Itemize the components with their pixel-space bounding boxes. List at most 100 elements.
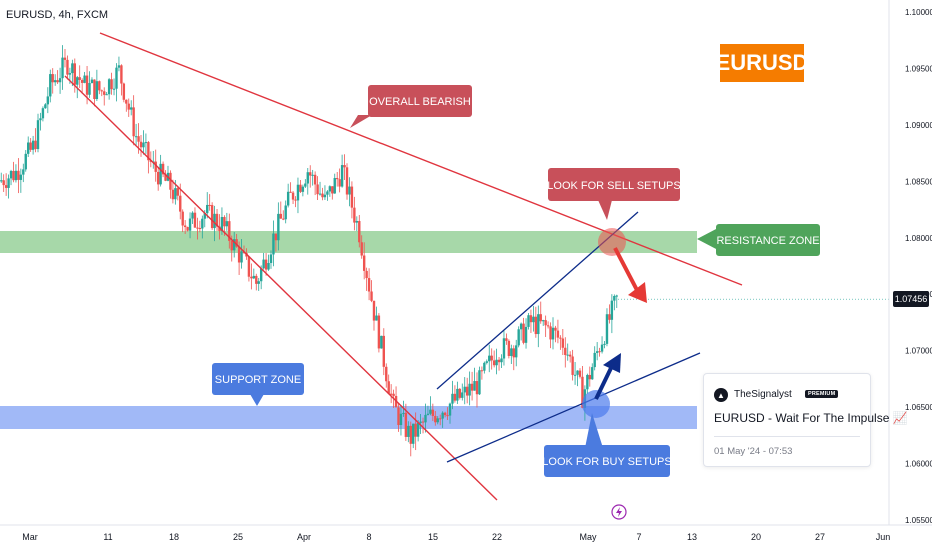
card-headline[interactable]: EURUSD - Wait For The Impulse 📈 [714, 411, 908, 425]
candle-body [532, 316, 535, 323]
candle-body [41, 108, 45, 119]
candle-body [103, 91, 106, 95]
candle-body [377, 315, 381, 349]
callout-buy-setups[interactable]: LOOK FOR BUY SETUPS [542, 413, 672, 477]
candle-body [573, 374, 577, 376]
candle-body [210, 205, 214, 229]
candle-body [475, 381, 479, 395]
candle-body [71, 63, 74, 74]
candle-body [95, 81, 99, 99]
callout-overall-bearish[interactable]: OVERALL BEARISH [350, 85, 472, 128]
candle-body [171, 189, 175, 200]
time-tick-label: 13 [687, 532, 697, 542]
candle-body [554, 327, 557, 331]
candle-body [561, 338, 565, 348]
candle-body [512, 348, 515, 358]
candle-body [269, 254, 273, 264]
candle-body [470, 383, 474, 391]
candle-body [286, 191, 290, 206]
earnings-event-icon[interactable] [611, 504, 627, 520]
candle-body [176, 188, 179, 196]
sell-arrow-shaft [613, 247, 640, 293]
candle-body [431, 409, 435, 416]
candle-body [159, 163, 162, 185]
candle-body [220, 217, 224, 232]
candle-body [49, 74, 52, 97]
time-tick-label: May [579, 532, 597, 542]
candle-body [328, 186, 332, 192]
candle-body [375, 315, 378, 321]
candle-body [257, 281, 260, 284]
candle-body [392, 393, 395, 396]
candle-body [593, 352, 596, 368]
card-author[interactable]: TheSignalyst [734, 389, 792, 400]
candle-body [112, 88, 116, 90]
sell-arrow-head [628, 282, 647, 303]
candle-body [120, 65, 123, 84]
candle-body [161, 163, 165, 175]
candle-body [407, 425, 410, 437]
callout-sell-setups[interactable]: LOOK FOR SELL SETUPS [547, 168, 681, 220]
candle-body [240, 251, 243, 263]
candle-body [578, 370, 582, 377]
candle-body [29, 142, 32, 150]
price-tick-label: 1.07000 [905, 347, 932, 356]
candle-body [598, 351, 601, 353]
candle-body [296, 184, 300, 201]
callout-resistance-zone[interactable]: RESISTANCE ZONE [697, 224, 820, 256]
candle-body [85, 75, 89, 95]
candle-body [397, 407, 400, 426]
candle-body [338, 179, 341, 187]
candle-body [385, 366, 388, 382]
candle-body [483, 362, 486, 371]
candle-body [78, 77, 81, 81]
candle-body [186, 227, 189, 231]
falling-wedge-upper-line [99, 32, 743, 286]
candle-body [125, 99, 128, 104]
candle-body [566, 354, 569, 356]
candle-body [326, 191, 329, 195]
time-axis[interactable]: Mar 11 18 25 Apr 8 15 22 May 7 13 20 27 Jun [22, 532, 890, 542]
candle-body [456, 388, 459, 401]
candle-body [600, 344, 604, 352]
candle-body [100, 90, 103, 92]
candle-body [519, 323, 523, 330]
callout-support-zone[interactable]: SUPPORT ZONE [212, 363, 304, 406]
card-date: 01 May '24 - 07:53 [714, 446, 793, 457]
time-tick-label: 7 [636, 532, 641, 542]
candle-body [22, 169, 25, 175]
candle-body [588, 374, 591, 380]
candle-body [404, 412, 408, 437]
candle-body [208, 204, 211, 206]
candle-body [372, 300, 376, 321]
candle-body [56, 80, 59, 83]
last-price-label: 1.07456 [893, 291, 929, 307]
candle-body [206, 204, 209, 214]
idea-card[interactable]: ▲ TheSignalyst PREMIUM EURUSD - Wait For… [703, 373, 908, 467]
candle-body [61, 57, 64, 79]
candle-body [17, 170, 20, 180]
candle-body [571, 356, 574, 375]
candle-body [365, 270, 368, 279]
candle-body [34, 140, 37, 150]
candle-body [313, 174, 317, 185]
candle-body [336, 178, 339, 180]
time-tick-label: 18 [169, 532, 179, 542]
buy-arrow-head [603, 353, 621, 373]
candle-body [66, 59, 69, 75]
candle-body [279, 213, 282, 219]
candle-body [488, 355, 491, 362]
candle-body [424, 414, 427, 423]
candle-body [201, 218, 204, 229]
candle-body [323, 194, 327, 198]
candle-body [250, 276, 253, 279]
candle-body [44, 104, 47, 109]
candle-body [137, 136, 140, 142]
candle-body [46, 96, 50, 105]
candle-body [502, 338, 506, 359]
candle-body [274, 233, 278, 241]
candle-body [31, 140, 35, 150]
candle-body [527, 315, 530, 327]
candle-body [546, 325, 550, 327]
